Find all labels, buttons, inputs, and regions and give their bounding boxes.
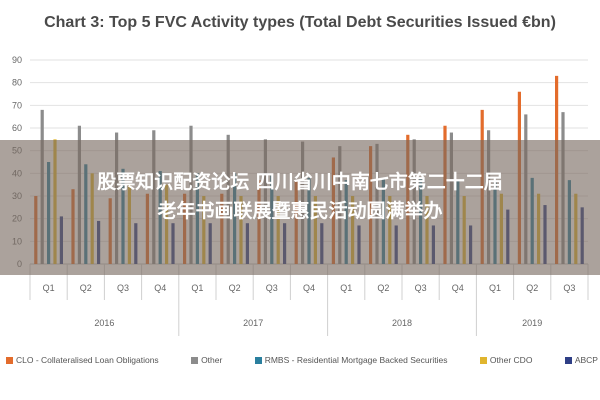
x-tick-label: Q1: [43, 283, 55, 293]
year-labels: 2016 2017 2018 2019: [94, 300, 542, 336]
legend-item: ABCP: [564, 355, 598, 365]
legend-item: Other CDO: [479, 355, 533, 365]
legend-item: RMBS - Residential Mortgage Backed Secur…: [254, 355, 448, 365]
y-tick-label: 90: [12, 55, 22, 65]
x-tick-label: Q4: [303, 283, 315, 293]
x-tick-label: Q2: [229, 283, 241, 293]
year-label: 2016: [94, 318, 114, 328]
x-tick-label: Q3: [266, 283, 278, 293]
banner-line-2: 老年书画联展暨惠民活动圆满举办: [157, 200, 443, 222]
x-tick-label: Q3: [563, 283, 575, 293]
x-tick-label: Q1: [489, 283, 501, 293]
legend-swatch: [564, 356, 572, 364]
y-tick-label: 70: [12, 100, 22, 110]
legend-swatch: [191, 356, 199, 364]
chart-title: Chart 3: Top 5 FVC Activity types (Total…: [44, 14, 556, 31]
legend-label: Other: [201, 355, 223, 365]
legend-label: Other CDO: [489, 355, 533, 365]
legend-item: CLO - Collateralised Loan Obligations: [6, 355, 159, 365]
x-tick-label: Q1: [340, 283, 352, 293]
year-label: 2019: [522, 318, 542, 328]
y-tick-label: 80: [12, 78, 22, 88]
legend: CLO - Collateralised Loan Obligations Oth…: [6, 353, 598, 367]
x-tick-label: Q2: [80, 283, 92, 293]
y-tick-label: 60: [12, 123, 22, 133]
x-tick-label: Q3: [415, 283, 427, 293]
legend-label: ABCP: [574, 355, 598, 365]
banner-overlay: [0, 140, 600, 275]
legend-swatch: [254, 356, 262, 364]
legend-swatch: [6, 356, 13, 364]
legend-item: Other: [191, 355, 222, 365]
banner-line-1: 股票知识配资论坛 四川省川中南七市第二十二届: [97, 171, 503, 193]
x-tick-label: Q4: [154, 283, 166, 293]
x-tick-label: Q2: [526, 283, 538, 293]
x-tick-label: Q2: [377, 283, 389, 293]
legend-label: RMBS - Residential Mortgage Backed Secur…: [264, 355, 448, 365]
legend-swatch: [479, 356, 487, 364]
x-tick-label: Q1: [191, 283, 203, 293]
legend-label: CLO - Collateralised Loan Obligations: [16, 355, 159, 365]
banner-text[interactable]: 股票知识配资论坛 四川省川中南七市第二十二届 老年书画联展暨惠民活动圆满举办: [0, 168, 600, 226]
x-tick-label: Q3: [117, 283, 129, 293]
year-label: 2018: [392, 318, 412, 328]
year-label: 2017: [243, 318, 263, 328]
x-tick-label: Q4: [452, 283, 464, 293]
